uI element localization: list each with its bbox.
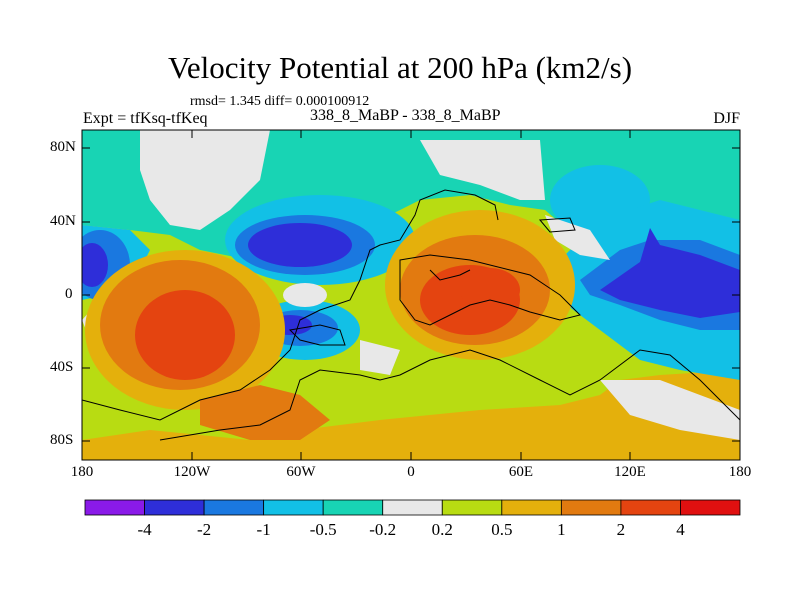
colorbar-swatch xyxy=(203,499,265,516)
colorbar-label: -0.5 xyxy=(309,520,337,539)
contour-field xyxy=(82,130,740,460)
colorbar-swatch xyxy=(680,499,741,516)
map-title: Velocity Potential at 200 hPa (km2/s) xyxy=(167,50,633,85)
colorbar-swatch xyxy=(84,499,145,516)
lon-label-180e: 180 xyxy=(728,464,752,480)
lat-label-80n: 80N xyxy=(50,139,76,155)
colorbar-swatch xyxy=(501,499,562,516)
colorbar-swatch xyxy=(144,499,205,516)
lon-label-120e: 120E xyxy=(614,464,646,480)
lat-ticks xyxy=(82,147,740,442)
experiment-label: Expt = tfKsq-tfKeq xyxy=(83,110,208,127)
lon-label-60w: 60W xyxy=(286,464,316,480)
colorbar-label: -2 xyxy=(196,520,212,539)
colorbar-label: -1 xyxy=(256,520,271,539)
colorbar-swatch xyxy=(263,499,324,516)
colorbar-label: 0.2 xyxy=(431,520,453,539)
colorbar-label: -4 xyxy=(137,520,152,539)
lat-label-0: 0 xyxy=(65,286,73,302)
lat-label-40n: 40N xyxy=(50,213,76,229)
colorbar-swatch xyxy=(382,499,443,516)
colorbar-label: 4 xyxy=(676,520,685,539)
lat-label-40s: 40S xyxy=(50,359,74,375)
lon-ticks xyxy=(81,130,741,460)
season-label: DJF xyxy=(713,110,740,127)
colorbar-swatch xyxy=(441,499,503,516)
colorbar-label: 2 xyxy=(616,520,626,539)
colorbar-label: 1 xyxy=(557,520,566,539)
colorbar-label: 0.5 xyxy=(491,520,513,539)
colorbar-swatch xyxy=(322,499,384,516)
stats-text: rmsd= 1.345 diff= 0.000100912 xyxy=(190,94,370,109)
lon-label-60e: 60E xyxy=(508,464,534,480)
lon-label-0: 0 xyxy=(407,464,415,480)
colorbar-label: -0.2 xyxy=(369,520,397,539)
lon-label-120w: 120W xyxy=(173,464,211,480)
colorbar-swatch xyxy=(560,499,622,516)
lat-label-80s: 80S xyxy=(50,432,74,448)
coastlines xyxy=(82,189,740,441)
colorbar xyxy=(84,499,741,516)
cases-label: 338_8_MaBP - 338_8_MaBP xyxy=(310,107,501,124)
lon-label-180w: 180 xyxy=(70,464,94,480)
colorbar-swatch xyxy=(620,499,681,516)
